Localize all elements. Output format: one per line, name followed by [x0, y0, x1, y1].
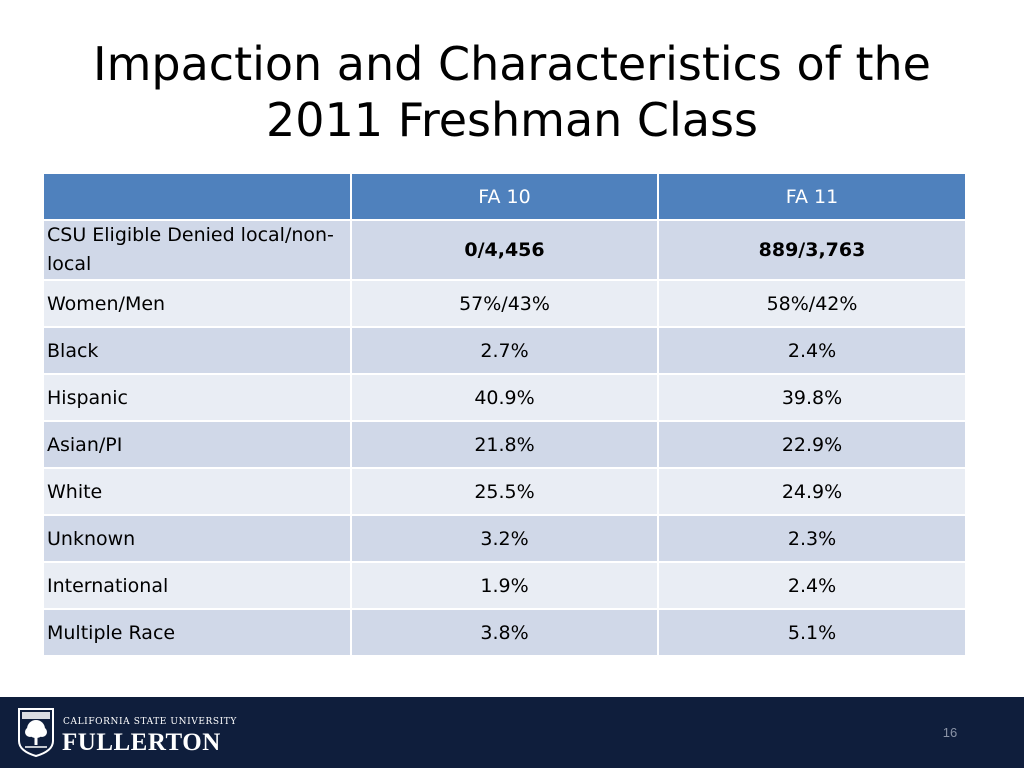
- header-cell-fa11: FA 11: [657, 172, 967, 221]
- table-row: Black 2.7% 2.4%: [42, 326, 967, 375]
- fa10-value: 3.2%: [350, 514, 659, 563]
- row-label: White: [42, 467, 352, 516]
- table-row: Multiple Race 3.8% 5.1%: [42, 608, 967, 657]
- table-row: Unknown 3.2% 2.3%: [42, 514, 967, 563]
- fa11-value: 2.3%: [657, 514, 967, 563]
- fa10-value: 25.5%: [350, 467, 659, 516]
- fa11-value: 2.4%: [657, 326, 967, 375]
- table-row: Asian/PI 21.8% 22.9%: [42, 420, 967, 469]
- table-row: Hispanic 40.9% 39.8%: [42, 373, 967, 422]
- fa10-value: 21.8%: [350, 420, 659, 469]
- university-system-label: CALIFORNIA STATE UNIVERSITY: [63, 717, 237, 727]
- fa10-value: 57%/43%: [350, 279, 659, 328]
- fa10-value: 3.8%: [350, 608, 659, 657]
- data-table: FA 10 FA 11 CSU Eligible Denied local/no…: [42, 172, 967, 657]
- fa11-value: 39.8%: [657, 373, 967, 422]
- table-row: CSU Eligible Denied local/non-local 0/4,…: [42, 219, 967, 281]
- table-row: White 25.5% 24.9%: [42, 467, 967, 516]
- university-logo: CALIFORNIA STATE UNIVERSITY FULLERTON: [17, 707, 237, 759]
- row-label: Women/Men: [42, 279, 352, 328]
- fa10-value: 0/4,456: [350, 219, 659, 281]
- fa10-value: 2.7%: [350, 326, 659, 375]
- header-cell-empty: [42, 172, 352, 221]
- row-label: Unknown: [42, 514, 352, 563]
- row-label: Hispanic: [42, 373, 352, 422]
- row-label: Multiple Race: [42, 608, 352, 657]
- fa11-value: 24.9%: [657, 467, 967, 516]
- university-name: FULLERTON: [62, 729, 221, 756]
- table-header-row: FA 10 FA 11: [42, 172, 967, 221]
- fa11-value: 889/3,763: [657, 219, 967, 281]
- fa11-value: 5.1%: [657, 608, 967, 657]
- row-label: Black: [42, 326, 352, 375]
- row-label: CSU Eligible Denied local/non-local: [42, 219, 352, 281]
- page-number: 16: [942, 725, 958, 740]
- row-label: Asian/PI: [42, 420, 352, 469]
- table-row: Women/Men 57%/43% 58%/42%: [42, 279, 967, 328]
- fa10-value: 1.9%: [350, 561, 659, 610]
- fa11-value: 2.4%: [657, 561, 967, 610]
- slide-title: Impaction and Characteristics of the 201…: [93, 37, 931, 147]
- row-label: International: [42, 561, 352, 610]
- fa10-value: 40.9%: [350, 373, 659, 422]
- footer-bar: CALIFORNIA STATE UNIVERSITY FULLERTON 16: [0, 697, 1024, 768]
- fa11-value: 22.9%: [657, 420, 967, 469]
- table-row: International 1.9% 2.4%: [42, 561, 967, 610]
- header-cell-fa10: FA 10: [350, 172, 659, 221]
- tree-seal-icon: [18, 708, 54, 757]
- fa11-value: 58%/42%: [657, 279, 967, 328]
